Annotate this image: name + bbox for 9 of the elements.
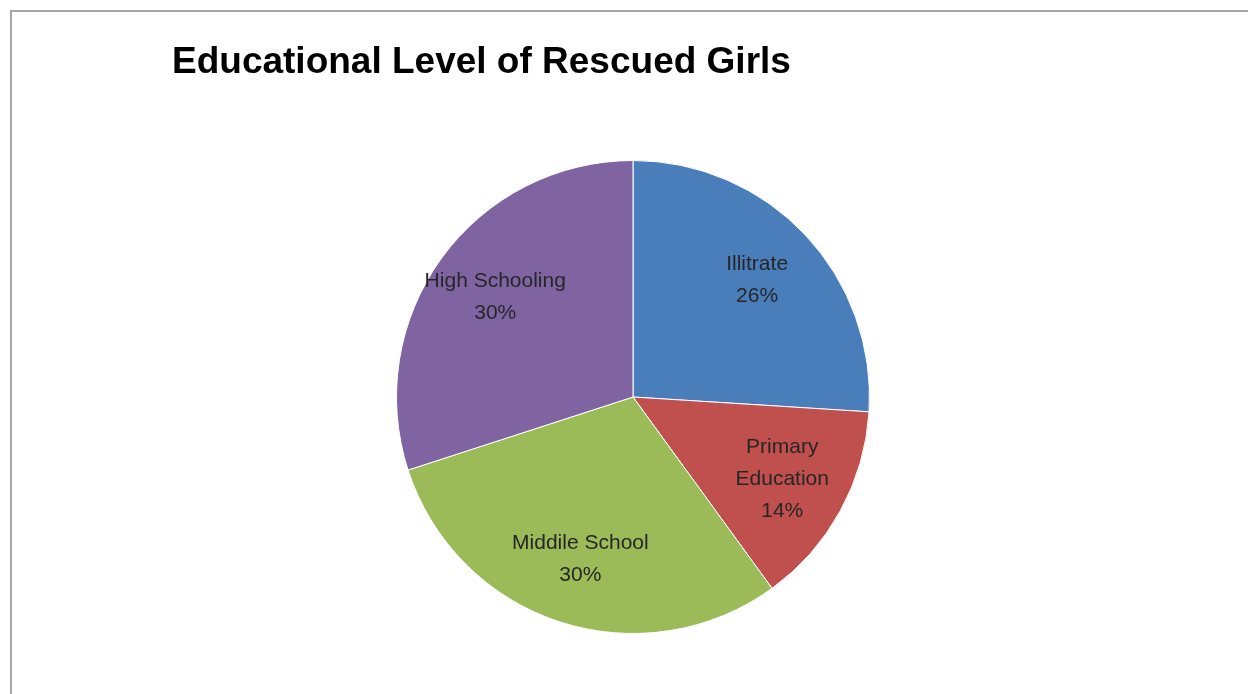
slice-label: Illitrate (726, 251, 789, 275)
data-label: 30% (474, 299, 517, 323)
data-label: 14% (761, 497, 804, 521)
slice-label: Middile School (512, 529, 649, 553)
data-label: 26% (736, 283, 779, 307)
slice-label: Primary Education (735, 433, 829, 489)
chart-title: Educational Level of Rescued Girls (172, 40, 791, 82)
data-label: 30% (559, 561, 602, 585)
slice-label: High Schooling (424, 267, 566, 291)
